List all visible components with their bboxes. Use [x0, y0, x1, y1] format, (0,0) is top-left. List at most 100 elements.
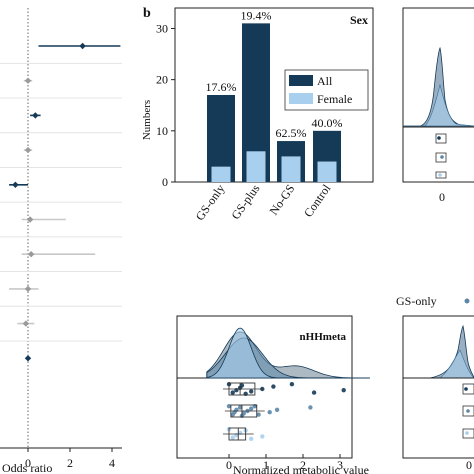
- right-legend-label: GS-only: [396, 294, 437, 308]
- bar-chart-title: Sex: [350, 13, 368, 27]
- raincloud-tick-label: 1: [263, 458, 269, 472]
- raincloud-title: nHHmeta: [300, 331, 347, 343]
- bar-percent-label: 17.6%: [206, 80, 237, 94]
- bar-female: [211, 166, 231, 182]
- raincloud-point: [249, 436, 254, 441]
- raincloud-point: [241, 411, 246, 416]
- bar-legend: All Female: [284, 69, 369, 111]
- right-top-point: [440, 155, 444, 159]
- panel-letter-b: b: [143, 6, 151, 21]
- forest-estimate-marker: [32, 112, 39, 119]
- bar-category-label: No-GS: [266, 182, 297, 218]
- forest-estimate-marker: [24, 355, 32, 362]
- raincloud-tick-label: 2: [300, 458, 306, 472]
- bar-y-tick-label: 0: [162, 175, 168, 189]
- bar-y-tick-label: 10: [156, 124, 168, 138]
- right-top-tick-label: 0: [439, 190, 445, 204]
- raincloud-point: [230, 435, 235, 440]
- legend-swatch-all: [289, 75, 313, 86]
- forest-estimate-marker: [79, 42, 86, 50]
- raincloud-x-label: Normalized metabolic value: [233, 463, 369, 474]
- bar-x-tick-labels: GS-only GS-plus No-GS Control: [193, 181, 334, 223]
- raincloud-tick-label: 3: [337, 458, 343, 472]
- raincloud-point: [230, 390, 235, 395]
- raincloud-x-ticks: 0 1 2 3: [226, 454, 343, 472]
- bar-female: [317, 161, 337, 182]
- raincloud-box: [230, 404, 258, 418]
- raincloud-point: [308, 405, 313, 410]
- raincloud-point: [249, 389, 254, 394]
- bar-y-tick-label: 30: [156, 21, 168, 35]
- forest-estimate-marker: [24, 146, 32, 154]
- right-top-frame: [402, 7, 474, 183]
- raincloud-density: [206, 327, 370, 379]
- raincloud-point: [271, 384, 276, 389]
- forest-row-separators: [0, 62, 122, 342]
- right-legend-marker: [464, 298, 470, 304]
- right-top-box: [435, 133, 447, 144]
- bar-percent-label: 40.0%: [312, 116, 343, 130]
- right-top-point: [438, 173, 442, 177]
- bar-category-label: GS-plus: [228, 181, 262, 222]
- legend-label-female: Female: [317, 92, 352, 106]
- raincloud-densities: [206, 327, 370, 379]
- right-cropped-panels: 0 GS-only 0: [396, 7, 474, 472]
- right-bottom-point: [465, 431, 469, 435]
- bar-female: [281, 156, 301, 182]
- bar-percent-label: 62.5%: [276, 126, 307, 140]
- raincloud-point: [249, 406, 254, 411]
- forest-tick-label: 2: [67, 456, 73, 470]
- right-bottom-box: [462, 428, 474, 439]
- legend-swatch-female: [289, 93, 313, 104]
- raincloud-point: [267, 410, 272, 415]
- raincloud-point: [237, 405, 243, 410]
- forest-estimate-marker: [22, 320, 30, 327]
- forest-estimate-marker: [12, 181, 19, 188]
- forest-tick-label: 0: [25, 456, 31, 470]
- raincloud-points: [226, 382, 346, 441]
- raincloud-tick-label: 0: [226, 458, 232, 472]
- raincloud-point: [311, 390, 317, 395]
- bar-series: 17.6% 19.4% 62.5% 40.0%: [206, 8, 343, 183]
- right-bottom-frame: [402, 315, 474, 459]
- bar-percent-label: 19.4%: [241, 8, 272, 22]
- bar-y-tick-label: 20: [156, 73, 168, 87]
- forest-estimate-marker: [26, 216, 34, 223]
- raincloud-box: [228, 382, 256, 396]
- raincloud-boxes: [223, 382, 265, 441]
- raincloud-frame: [176, 315, 353, 459]
- raincloud-point: [226, 404, 232, 409]
- forest-x-ticks: 0 2 4: [25, 448, 115, 470]
- right-bottom-tick-label: 0: [466, 458, 472, 472]
- right-top-box: [435, 171, 447, 179]
- raincloud-point: [341, 388, 346, 393]
- raincloud-panel: nHHmeta 0 1 2 3 Normalized metabolic val…: [176, 315, 370, 474]
- bar-chart-panel: b Sex Numbers 0 10 20 30 17.6% 19.4% 62.5% 40.…: [141, 6, 374, 223]
- right-top-box: [435, 152, 447, 163]
- raincloud-point: [256, 412, 261, 417]
- right-top-density: [403, 83, 474, 127]
- bar-chart-frame: [174, 7, 374, 183]
- bar-female: [246, 151, 266, 182]
- bar-y-ticks: 0 10 20 30: [156, 21, 175, 189]
- right-top-point: [437, 136, 441, 140]
- raincloud-point: [260, 434, 265, 439]
- right-bottom-box: [462, 383, 474, 395]
- bar-category-label: Control: [301, 181, 334, 220]
- right-bottom-box: [462, 405, 474, 417]
- forest-estimate-marker: [27, 251, 35, 258]
- forest-plot-panel: 0 2 4 Odds ratio: [0, 8, 122, 474]
- bar-category-label: GS-only: [193, 182, 228, 223]
- forest-estimates: [9, 42, 121, 362]
- right-bottom-point: [466, 409, 470, 413]
- forest-x-label: Odds ratio: [2, 461, 52, 474]
- right-bottom-point: [464, 387, 468, 391]
- raincloud-point: [289, 382, 295, 387]
- forest-estimate-marker: [24, 77, 32, 84]
- raincloud-point: [274, 407, 280, 412]
- bar-chart-y-label: Numbers: [141, 100, 153, 140]
- raincloud-box: [228, 427, 247, 441]
- right-bottom-density: [403, 349, 474, 379]
- legend-label-all: All: [317, 74, 333, 88]
